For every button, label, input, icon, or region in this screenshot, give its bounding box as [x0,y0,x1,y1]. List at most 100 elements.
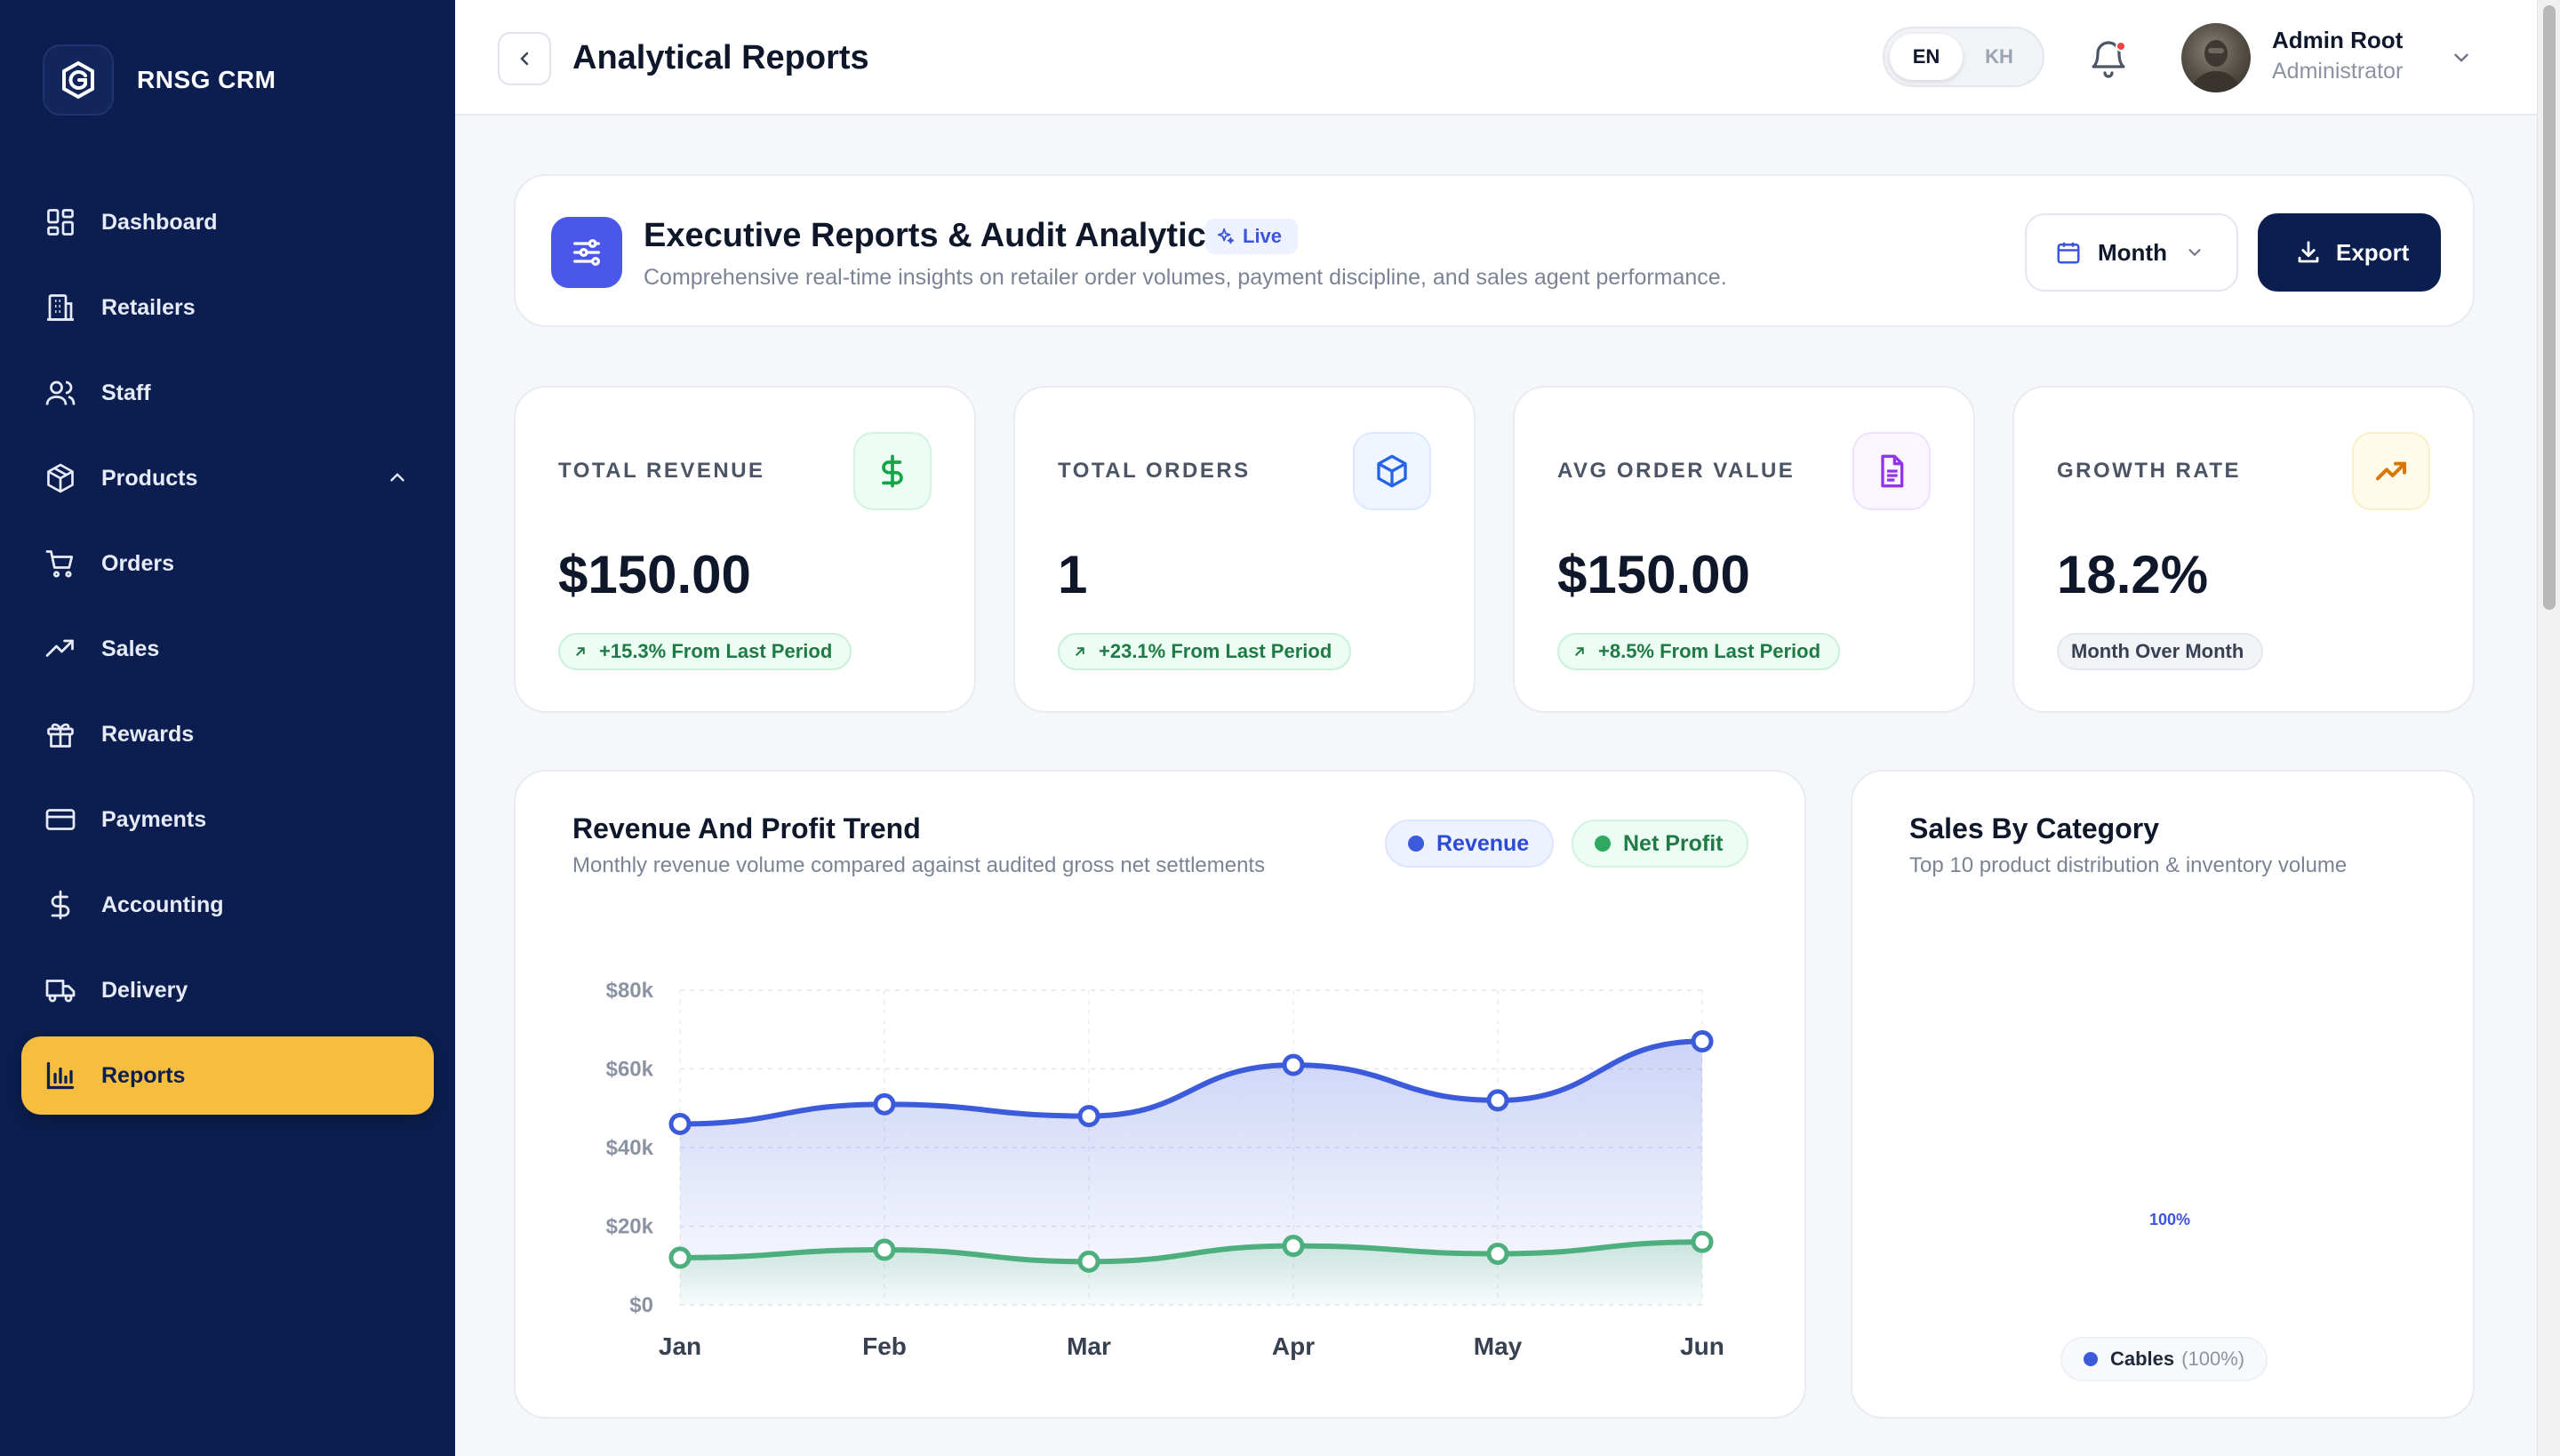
dollar-icon [43,887,78,923]
data-point [1077,1250,1100,1273]
sidebar-item-payments[interactable]: Payments [21,780,434,859]
sidebar-item-products[interactable]: Products [21,439,434,517]
legend-label: Net Profit [1623,830,1724,856]
lang-en-button[interactable]: EN [1890,34,1963,80]
sliders-icon [551,217,622,288]
kpi-change-text: +15.3% From Last Period [599,640,833,662]
kpi-card-avg-order-value: AVG ORDER VALUE $150.00 +8.5% From Last … [1513,386,1975,713]
y-tick-label: $80k [606,979,654,1003]
sidebar-item-sales[interactable]: Sales [21,610,434,688]
brand-name: RNSG CRM [137,66,276,93]
x-tick-label: Jun [1680,1332,1724,1360]
truck-icon [43,972,78,1008]
sidebar-item-label: Reports [101,1062,186,1088]
kpi-change-badge: +8.5% From Last Period [1557,633,1841,670]
y-tick-label: $0 [629,1293,653,1317]
category-legend-item[interactable]: Cables (100%) [2060,1337,2268,1381]
sidebar-item-orders[interactable]: Orders [21,524,434,603]
page-title: Analytical Reports [572,39,869,76]
sidebar-item-staff[interactable]: Staff [21,354,434,432]
legend-dot [1595,836,1611,852]
chevron-up-icon[interactable] [386,466,409,493]
legend-dot [2084,1352,2098,1366]
legend-net-profit[interactable]: Net Profit [1572,820,1748,868]
trend-up-icon [2352,432,2430,510]
export-button-label: Export [2336,238,2410,266]
period-select-value: Month [2098,238,2167,266]
data-point [1486,1089,1509,1112]
sidebar-item-label: Staff [101,380,151,405]
series-line-net-profit [677,1239,1705,1265]
legend-dot [1408,836,1424,852]
trend-chart: $0 $20k $40k $60k $80k Jan Feb Mar Apr May Jun [606,979,1724,1360]
kpi-card-growth-rate: GROWTH RATE 18.2% Month Over Month [2012,386,2475,713]
x-tick-label: Mar [1067,1332,1111,1360]
series-line-revenue [677,1038,1705,1127]
data-point [1486,1242,1509,1265]
report-subtitle: Comprehensive real-time insights on reta… [644,265,1727,290]
brand-logo-icon [43,44,114,116]
y-tick-label: $60k [606,1058,654,1082]
kpi-change-badge: +23.1% From Last Period [1058,633,1352,670]
avatar[interactable] [2181,23,2251,92]
sidebar-item-rewards[interactable]: Rewards [21,695,434,773]
live-badge-label: Live [1243,225,1283,247]
top-bar: Analytical Reports EN KH Admin Root Admi… [455,0,2537,116]
notifications-button[interactable] [2087,37,2130,80]
data-point [668,1112,692,1135]
chart-title: Revenue And Profit Trend [572,812,921,844]
data-point [873,1092,896,1116]
sidebar-item-label: Delivery [101,977,188,1003]
kpi-change-text: +23.1% From Last Period [1099,640,1332,662]
sidebar-item-label: Sales [101,636,160,661]
dashboard-grid-icon [43,204,78,240]
sidebar: RNSG CRM Dashboard Retailers Staff Produ… [0,0,455,1456]
credit-card-icon [43,802,78,837]
sidebar-item-retailers[interactable]: Retailers [21,268,434,347]
kpi-period-text: Month Over Month [2071,640,2244,662]
sidebar-item-dashboard[interactable]: Dashboard [21,183,434,261]
chevron-down-icon [2188,249,2201,257]
brand[interactable]: RNSG CRM [43,44,276,116]
report-header-card: Executive Reports & Audit Analytics Live… [514,174,2475,327]
data-point [873,1238,896,1261]
user-name[interactable]: Admin Root [2272,27,2404,53]
page-scrollbar[interactable] [2537,0,2560,1456]
arrow-up-right-icon [572,644,588,660]
arrow-up-right-icon [1072,644,1088,660]
legend-revenue[interactable]: Revenue [1385,820,1555,868]
lang-kh-button[interactable]: KH [1985,45,2013,68]
user-role: Administrator [2272,59,2404,84]
chevron-down-icon[interactable] [2450,46,2473,74]
kpi-value: 18.2% [2057,545,2209,604]
legend-percent: (100%) [2181,1348,2245,1370]
trending-up-icon [43,631,78,667]
package-icon [1353,432,1431,510]
building-icon [43,290,78,325]
data-point [668,1246,692,1269]
sidebar-item-delivery[interactable]: Delivery [21,951,434,1029]
export-button[interactable]: Export [2258,213,2441,292]
chart-subtitle: Monthly revenue volume compared against … [572,853,1266,877]
arrow-up-right-icon [1572,644,1588,660]
kpi-label: TOTAL ORDERS [1058,459,1251,483]
legend-name: Cables [2110,1348,2175,1370]
scrollbar-thumb[interactable] [2543,5,2556,610]
sidebar-item-label: Retailers [101,294,196,320]
kpi-label: AVG ORDER VALUE [1557,459,1796,483]
category-center-label: 100% [2148,1211,2191,1228]
sidebar-item-label: Dashboard [101,209,218,235]
period-select[interactable]: Month [2025,213,2238,292]
data-point [1691,1230,1714,1253]
data-point [1691,1030,1714,1053]
sidebar-item-reports[interactable]: Reports [21,1036,434,1115]
kpi-label: GROWTH RATE [2057,459,2242,483]
gift-icon [43,716,78,752]
bell-icon [2092,41,2125,78]
back-button[interactable] [498,32,551,85]
language-toggle: EN KH [1883,27,2044,87]
kpi-value: $150.00 [1557,545,1750,604]
sidebar-item-accounting[interactable]: Accounting [21,866,434,944]
series-area-net-profit [680,1242,1702,1305]
download-icon [2298,241,2319,263]
